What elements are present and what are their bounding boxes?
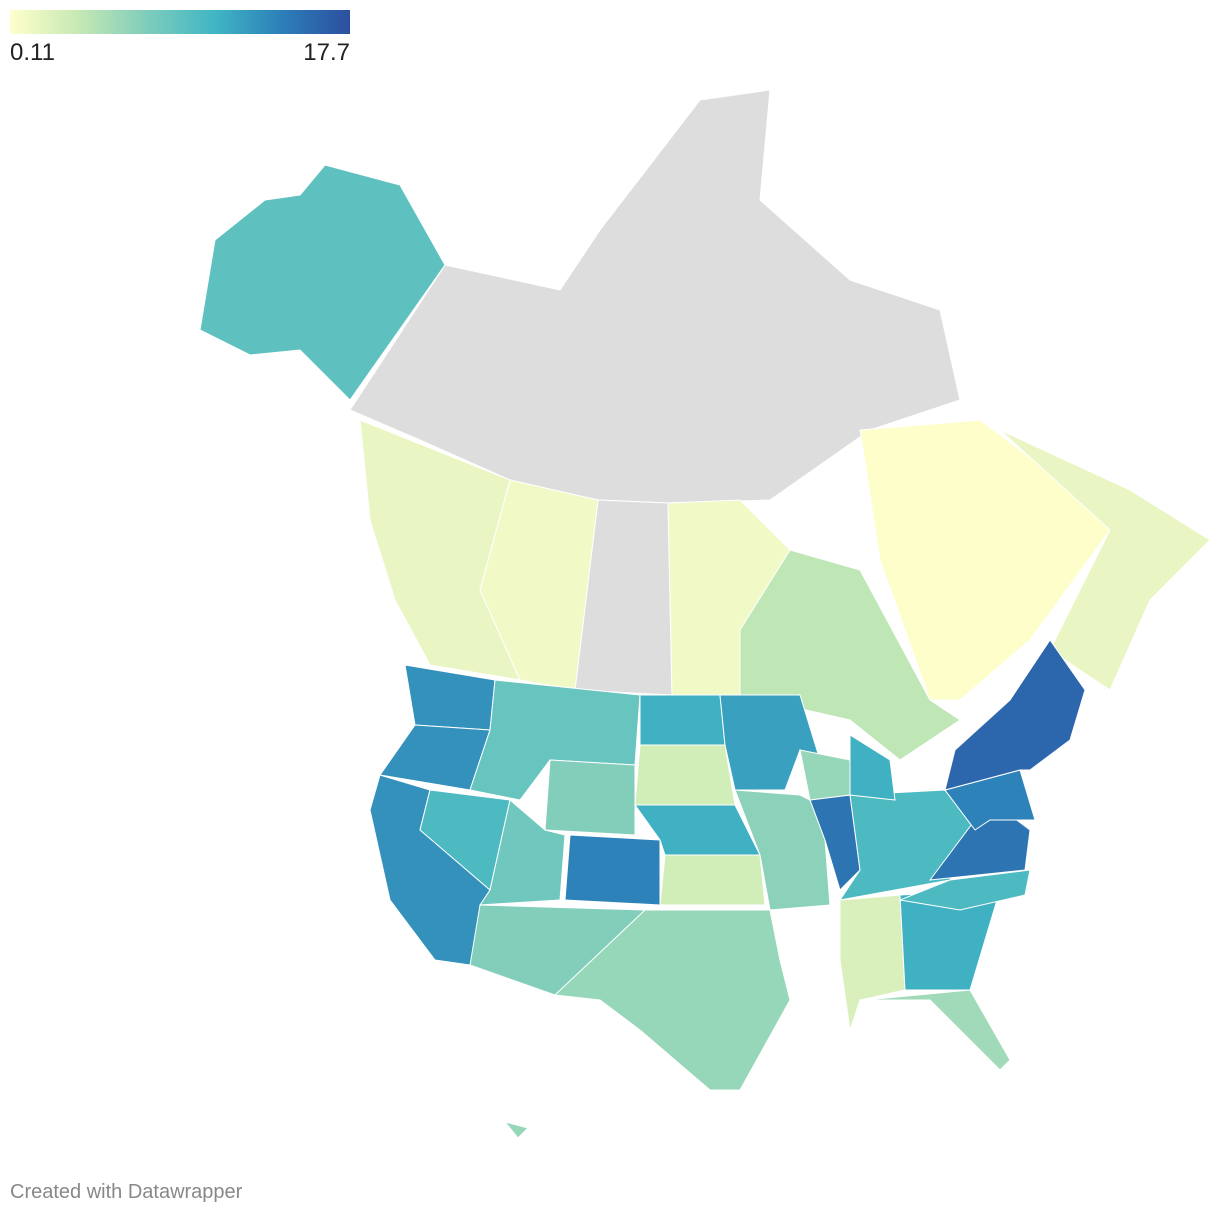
region xyxy=(839,894,906,1031)
region xyxy=(859,419,1111,701)
region xyxy=(639,694,726,746)
region xyxy=(864,989,1011,1071)
region xyxy=(719,694,821,791)
region xyxy=(659,854,766,906)
region xyxy=(898,869,1031,911)
no-data-region xyxy=(349,89,961,504)
legend-max: 17.7 xyxy=(303,39,350,66)
region xyxy=(479,799,566,906)
legend-bar xyxy=(10,10,350,34)
region xyxy=(503,1121,529,1139)
region xyxy=(404,664,496,731)
region xyxy=(469,679,641,801)
region xyxy=(553,909,791,1091)
legend-min: 0.11 xyxy=(10,39,55,66)
region xyxy=(999,429,1211,691)
credit: Created with Datawrapper xyxy=(10,1181,243,1203)
region xyxy=(199,164,446,401)
region xyxy=(544,759,636,836)
region xyxy=(944,639,1086,791)
region xyxy=(564,834,661,906)
region xyxy=(634,744,736,806)
region xyxy=(734,789,831,911)
region xyxy=(799,749,851,801)
